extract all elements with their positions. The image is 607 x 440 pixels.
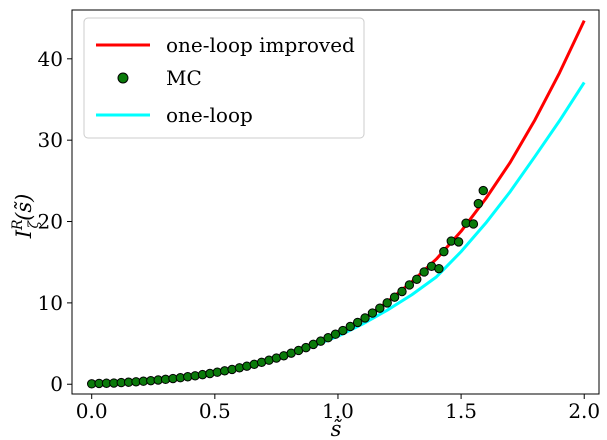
legend-swatch-mc bbox=[117, 72, 129, 84]
mc-point bbox=[412, 274, 422, 284]
x-axis-label: s̃ bbox=[331, 417, 343, 440]
y-axis: 0 10 20 30 40 bbox=[38, 47, 72, 396]
y-tick-label: 40 bbox=[38, 47, 63, 71]
y-axis-label-sub: ζ bbox=[26, 219, 42, 228]
x-tick-label: 1.5 bbox=[445, 399, 477, 423]
mc-point bbox=[330, 329, 341, 339]
mc-point bbox=[323, 333, 333, 343]
mc-point bbox=[352, 317, 363, 328]
y-tick-label: 10 bbox=[38, 291, 63, 315]
y-tick-label: 0 bbox=[50, 372, 63, 396]
mc-point bbox=[434, 264, 444, 274]
mc-point bbox=[439, 246, 449, 257]
mc-point bbox=[389, 292, 400, 302]
mc-point bbox=[382, 298, 392, 308]
mc-point bbox=[473, 198, 484, 209]
y-axis-label-main: I bbox=[12, 229, 36, 239]
x-tick-label: 0.0 bbox=[76, 399, 108, 423]
legend-label-one-loop-improved: one-loop improved bbox=[166, 33, 355, 57]
legend-label-mc: MC bbox=[166, 66, 202, 90]
mc-point bbox=[468, 219, 479, 229]
mc-point bbox=[338, 325, 348, 336]
y-axis-label-sup: R bbox=[10, 219, 26, 231]
legend-label-one-loop: one-loop bbox=[166, 103, 253, 127]
mc-point bbox=[345, 321, 355, 332]
x-tick-label: 2.0 bbox=[568, 399, 600, 423]
y-axis-label-arg: (s̃) bbox=[12, 194, 36, 221]
plot-frame bbox=[71, 9, 600, 395]
x-tick-label: 0.5 bbox=[199, 399, 231, 423]
legend: one-loop improved MC one-loop bbox=[83, 17, 365, 139]
y-tick-label: 20 bbox=[38, 210, 63, 234]
mc-point bbox=[453, 237, 464, 247]
series-layer bbox=[87, 19, 586, 389]
svg-text:IRζ(s̃): IRζ(s̃) bbox=[10, 194, 42, 240]
legend-box bbox=[83, 17, 365, 139]
mc-point bbox=[404, 280, 415, 290]
y-axis-label: IRζ(s̃) bbox=[10, 194, 42, 240]
mc-point bbox=[397, 286, 407, 297]
mc-point bbox=[375, 303, 385, 313]
mc-point bbox=[419, 267, 429, 277]
x-tick-label: 1.0 bbox=[322, 399, 354, 423]
mc-point bbox=[478, 185, 488, 196]
mc-point bbox=[367, 308, 378, 318]
mc-point bbox=[360, 313, 370, 323]
x-axis: 0.0 0.5 1.0 1.5 2.0 bbox=[76, 394, 600, 423]
y-tick-label: 30 bbox=[38, 128, 63, 152]
